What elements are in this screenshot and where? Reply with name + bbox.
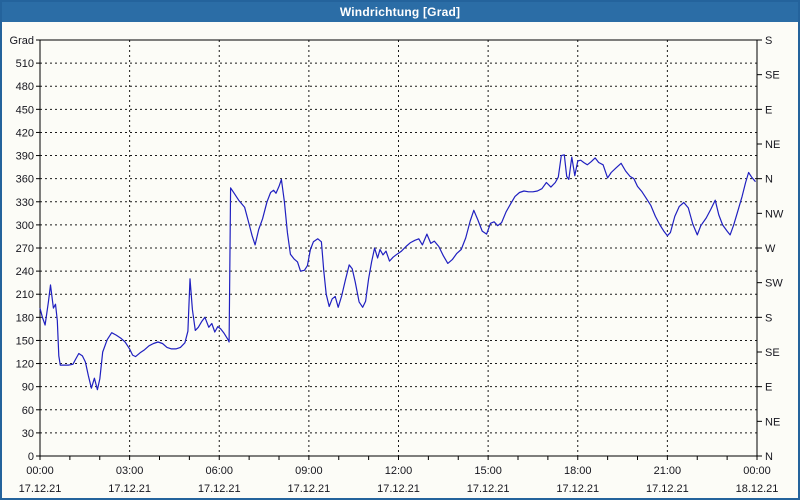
compass-label: SW: [765, 278, 783, 290]
compass-label: SE: [765, 347, 780, 359]
y-left-tick-label: 180: [16, 312, 34, 324]
y-left-tick-label: 300: [16, 220, 34, 232]
x-axis-date-label: 17.12.21: [467, 483, 510, 495]
y-left-tick-label: 360: [16, 174, 34, 186]
y-left-tick-label: 330: [16, 197, 34, 209]
y-left-axis-unit: Grad: [10, 35, 34, 47]
x-axis-time-label: 21:00: [654, 465, 682, 477]
y-left-tick-label: 90: [22, 382, 34, 394]
compass-label: N: [765, 174, 773, 186]
y-left-tick-label: 510: [16, 58, 34, 70]
x-axis-time-label: 00:00: [743, 465, 771, 477]
x-axis-time-label: 18:00: [564, 465, 592, 477]
y-left-tick-label: 120: [16, 359, 34, 371]
wind-direction-line: [39, 154, 756, 391]
x-axis-time-label: 03:00: [116, 465, 144, 477]
y-left-tick-label: 150: [16, 335, 34, 347]
x-axis-date-label: 17.12.21: [108, 483, 151, 495]
compass-label: SE: [765, 70, 780, 82]
plot-border: [39, 39, 758, 457]
compass-label: NE: [765, 416, 780, 428]
compass-label: W: [765, 243, 776, 255]
x-axis-time-label: 09:00: [295, 465, 323, 477]
y-left-tick-label: 480: [16, 81, 34, 93]
wind-direction-chart: 0 30 60 90 120 150 180 210 240 270 300 330 360 390 420…: [10, 35, 784, 495]
chart-area: 0 30 60 90 120 150 180 210 240 270 300 330 360 390 420…: [2, 22, 798, 498]
y-left-tick-label: 420: [16, 127, 34, 139]
compass-label: N: [765, 451, 773, 463]
compass-label: NW: [765, 208, 784, 220]
x-axis-time-label: 00:00: [26, 465, 54, 477]
compass-label: E: [765, 382, 772, 394]
y-left-tick-label: 0: [28, 451, 34, 463]
y-left-tick-label: 240: [16, 266, 34, 278]
x-axis-date-label: 17.12.21: [287, 483, 330, 495]
y-left-tick-label: 60: [22, 405, 34, 417]
x-axis-date-label: 17.12.21: [556, 483, 599, 495]
title-bar: Windrichtung [Grad]: [2, 2, 798, 22]
x-axis-date-label: 17.12.21: [377, 483, 420, 495]
y-left-tick-label: 390: [16, 151, 34, 163]
compass-label: E: [765, 104, 772, 116]
x-axis-date-label: 18.12.21: [736, 483, 779, 495]
x-axis-date-label: 17.12.21: [646, 483, 689, 495]
x-axis-date-label: 17.12.21: [19, 483, 62, 495]
x-axis-time-label: 12:00: [385, 465, 413, 477]
compass-label: S: [765, 312, 772, 324]
y-left-tick-label: 210: [16, 289, 34, 301]
y-left-tick-label: 30: [22, 428, 34, 440]
y-left-tick-label: 270: [16, 243, 34, 255]
compass-label: NE: [765, 139, 780, 151]
window-title: Windrichtung [Grad]: [339, 5, 461, 19]
x-axis-time-label: 15:00: [474, 465, 502, 477]
x-axis-time-label: 06:00: [205, 465, 233, 477]
x-axis-date-label: 17.12.21: [198, 483, 241, 495]
compass-label: S: [765, 35, 772, 47]
y-left-tick-label: 450: [16, 104, 34, 116]
